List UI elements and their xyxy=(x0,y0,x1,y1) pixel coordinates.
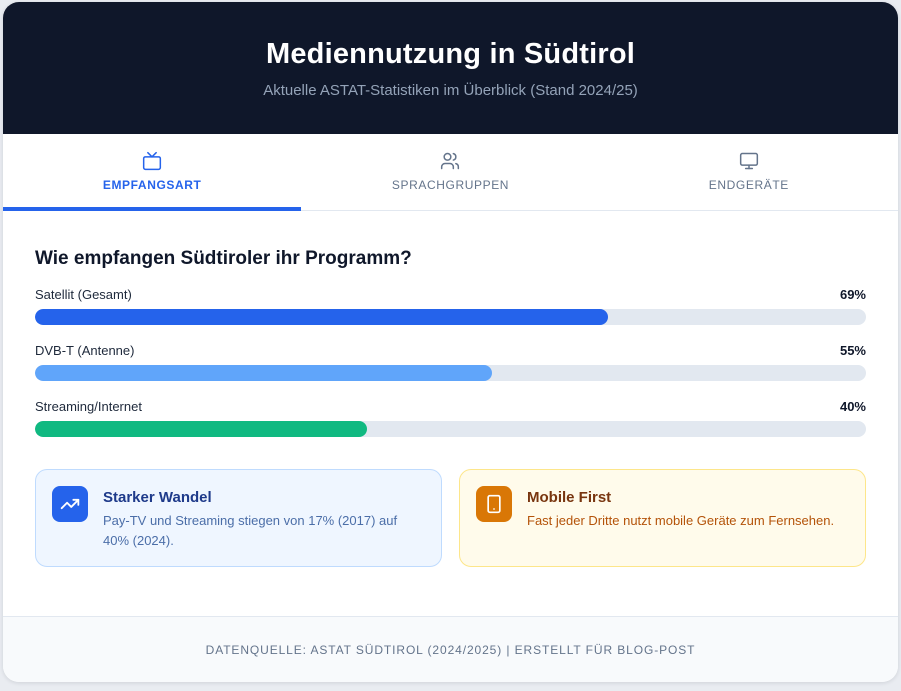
main-card: Mediennutzung in Südtirol Aktuelle ASTAT… xyxy=(3,2,898,682)
info-cards: Starker Wandel Pay-TV und Streaming stie… xyxy=(35,469,866,567)
info-text: Fast jeder Dritte nutzt mobile Geräte zu… xyxy=(527,513,835,528)
tv-icon xyxy=(143,151,162,171)
bar-value: 55% xyxy=(839,343,866,358)
info-card-mobile: Mobile First Fast jeder Dritte nutzt mob… xyxy=(459,469,866,567)
section-title: Wie empfangen Südtiroler ihr Programm? xyxy=(35,248,412,269)
progress-track xyxy=(35,365,866,381)
tab-endgeraete[interactable]: ENDGERÄTE xyxy=(600,134,898,210)
info-title: Mobile First xyxy=(527,489,612,506)
progress-fill xyxy=(35,421,368,437)
bar-label: Satellit (Gesamt) xyxy=(35,287,132,302)
bar-label: DVB-T (Antenne) xyxy=(35,343,135,358)
monitor-icon xyxy=(739,152,758,170)
header: Mediennutzung in Südtirol Aktuelle ASTAT… xyxy=(3,2,898,134)
info-icon-box xyxy=(52,486,88,522)
tab-bar: EMPFANGSART SPRACHGRUPPEN ENDGERÄTE xyxy=(3,134,898,211)
footer: DATENQUELLE: ASTAT SÜDTIROL (2024/2025) … xyxy=(3,616,898,682)
progress-fill xyxy=(35,309,609,325)
tab-label: EMPFANGSART xyxy=(102,178,202,192)
bar-row-streaming: Streaming/Internet 40% xyxy=(35,399,866,437)
bar-row-dvbt: DVB-T (Antenne) 55% xyxy=(35,343,866,381)
footer-text: DATENQUELLE: ASTAT SÜDTIROL (2024/2025) … xyxy=(205,642,696,657)
page-title: Mediennutzung in Südtirol xyxy=(265,38,636,70)
tab-content: Wie empfangen Südtiroler ihr Programm? S… xyxy=(3,248,898,567)
bar-row-satellit: Satellit (Gesamt) 69% xyxy=(35,287,866,325)
tab-sprachgruppen[interactable]: SPRACHGRUPPEN xyxy=(301,134,599,210)
tab-label: ENDGERÄTE xyxy=(708,178,789,192)
bar-value: 69% xyxy=(839,287,866,302)
progress-track xyxy=(35,309,866,325)
users-icon xyxy=(441,152,460,170)
tablet-icon xyxy=(487,494,501,514)
info-icon-box xyxy=(476,486,512,522)
info-title: Starker Wandel xyxy=(103,489,212,506)
progress-fill xyxy=(35,365,493,381)
bar-value: 40% xyxy=(839,399,866,414)
info-text: Pay-TV und Streaming stiegen von 17% (20… xyxy=(103,513,398,548)
info-card-wandel: Starker Wandel Pay-TV und Streaming stie… xyxy=(35,469,442,567)
bar-label: Streaming/Internet xyxy=(35,399,142,414)
tab-empfangsart[interactable]: EMPFANGSART xyxy=(3,134,302,211)
trending-up-icon xyxy=(60,498,80,510)
page-subtitle: Aktuelle ASTAT-Statistiken im Überblick … xyxy=(263,82,638,99)
tab-label: SPRACHGRUPPEN xyxy=(391,178,510,192)
progress-track xyxy=(35,421,866,437)
